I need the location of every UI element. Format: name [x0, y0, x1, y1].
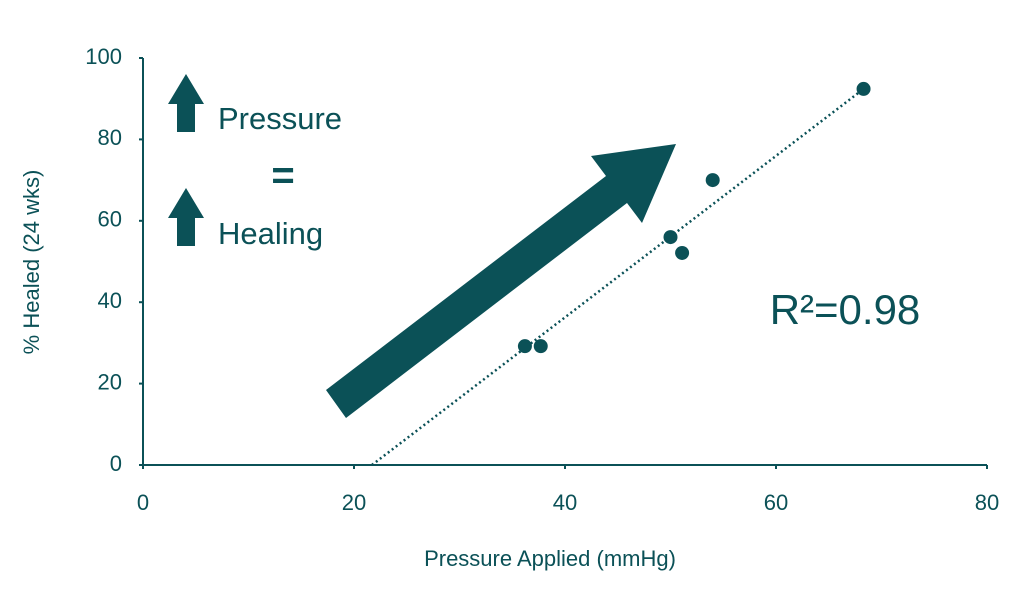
up-arrow: [168, 188, 204, 246]
point: [705, 173, 720, 188]
y-tick-label: 20: [98, 369, 122, 394]
trend-arrow: [326, 144, 676, 418]
x-axis-label: Pressure Applied (mmHg): [424, 546, 676, 571]
point: [517, 339, 532, 354]
y-tick-label: 60: [98, 207, 122, 232]
annotation: =: [271, 154, 294, 198]
point: [856, 81, 871, 96]
x-tick-label: 80: [975, 490, 999, 515]
up-arrow: [168, 74, 204, 132]
trendline: [371, 87, 865, 466]
point: [675, 245, 690, 260]
x-tick-label: 60: [764, 490, 788, 515]
x-tick-label: 0: [137, 490, 149, 515]
y-tick-label: 0: [110, 451, 122, 476]
point: [533, 339, 548, 354]
y-tick-label: 100: [85, 44, 122, 69]
x-tick-label: 20: [342, 490, 366, 515]
annotation: Healing: [218, 216, 323, 251]
annotation: R²=0.98: [770, 286, 921, 333]
y-axis-label: % Healed (24 wks): [19, 170, 44, 355]
annotation: Pressure: [218, 101, 342, 136]
y-tick-label: 40: [98, 288, 122, 313]
x-tick-label: 40: [553, 490, 577, 515]
y-tick-label: 80: [98, 125, 122, 150]
point: [663, 230, 678, 245]
